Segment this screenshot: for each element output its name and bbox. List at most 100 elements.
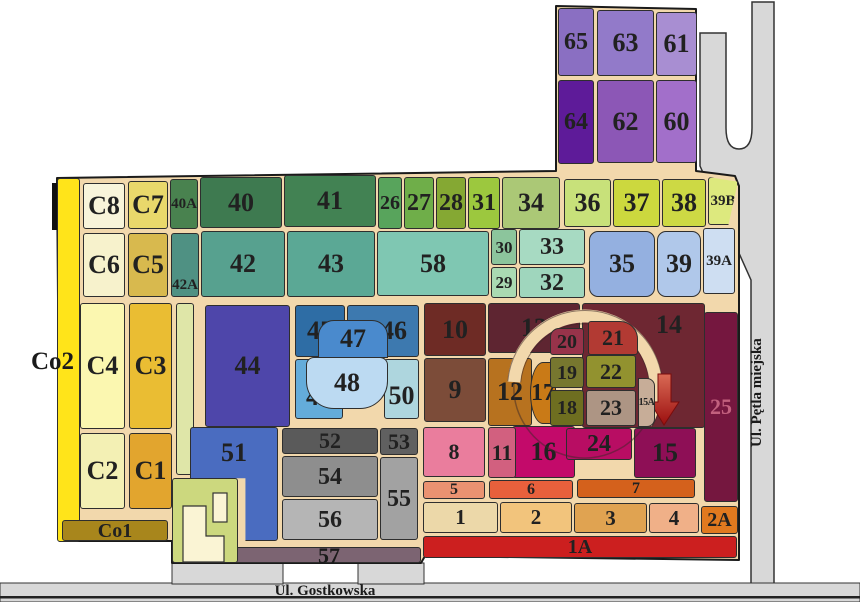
plot-label: 50 bbox=[388, 381, 415, 410]
plot-co1-bar: Co1 bbox=[62, 520, 168, 541]
plot-label: 37 bbox=[623, 188, 650, 217]
plot-label: 6 bbox=[527, 480, 535, 498]
boundary-tick bbox=[52, 183, 57, 230]
plot-label: 48 bbox=[334, 368, 360, 397]
plot-24: 24 bbox=[566, 428, 632, 460]
plot-label: 11 bbox=[491, 439, 513, 465]
plot-label: 33 bbox=[540, 234, 564, 260]
plot-label: 40 bbox=[228, 187, 254, 217]
plot-15a: 15A bbox=[638, 378, 655, 427]
plot-label: 36 bbox=[574, 188, 601, 217]
plot-label: 34 bbox=[518, 188, 544, 217]
plot-label: 15 bbox=[652, 438, 678, 467]
plot-48: 48 bbox=[306, 357, 388, 409]
plot-label: 54 bbox=[318, 463, 342, 490]
plot-6: 6 bbox=[489, 480, 573, 499]
plot-42a: 42A bbox=[171, 233, 199, 297]
plot-label: 55 bbox=[387, 485, 411, 512]
plot-c3: C3 bbox=[129, 303, 172, 429]
plot-label: 14 bbox=[656, 310, 682, 339]
plot-19: 19 bbox=[550, 357, 584, 388]
plot-28: 28 bbox=[436, 177, 466, 229]
plot-39a: 39A bbox=[703, 228, 735, 294]
plot-30: 30 bbox=[491, 229, 517, 265]
plot-38: 38 bbox=[662, 179, 706, 227]
plot-1: 1 bbox=[423, 502, 498, 533]
plot-63: 63 bbox=[597, 10, 654, 76]
plot-label: 47 bbox=[340, 324, 366, 353]
plot-5: 5 bbox=[423, 481, 485, 499]
plot-c4: C4 bbox=[80, 303, 125, 429]
right-street-label: Ul. Pętla miejska bbox=[749, 338, 765, 447]
plot-label: 5 bbox=[450, 481, 458, 498]
plot-44: 44 bbox=[205, 305, 290, 427]
direction-arrow bbox=[649, 373, 680, 426]
plot-label: 10 bbox=[442, 314, 468, 344]
plot-25: 25 bbox=[704, 312, 738, 502]
plot-10: 10 bbox=[424, 303, 486, 356]
plot-label: 61 bbox=[663, 29, 690, 58]
right-street-road bbox=[699, 1, 775, 585]
plot-label: 52 bbox=[319, 428, 341, 453]
plot-27: 27 bbox=[404, 177, 434, 229]
plot-35: 35 bbox=[589, 231, 655, 297]
plot-8: 8 bbox=[423, 427, 485, 477]
plot-label: 16 bbox=[530, 437, 557, 466]
plot-39: 39 bbox=[657, 231, 701, 297]
plot-54: 54 bbox=[282, 456, 378, 497]
building-annex bbox=[212, 492, 228, 523]
plot-label: 42 bbox=[230, 249, 256, 278]
plot-label: C5 bbox=[132, 250, 164, 279]
plot-22: 22 bbox=[586, 355, 636, 388]
plot-label: Co1 bbox=[97, 519, 133, 542]
plot-label: 60 bbox=[663, 106, 690, 136]
plot-4: 4 bbox=[649, 503, 699, 533]
plot-label: 2A bbox=[707, 509, 732, 531]
plot-43: 43 bbox=[287, 231, 375, 297]
plot-9: 9 bbox=[424, 358, 486, 422]
plot-label: 27 bbox=[407, 190, 431, 216]
plot-39b: 39B bbox=[708, 177, 738, 225]
plot-21: 21 bbox=[588, 321, 638, 355]
plot-53: 53 bbox=[380, 428, 418, 455]
plot-55: 55 bbox=[380, 457, 418, 540]
plot-label: 41 bbox=[317, 186, 343, 215]
plot-36: 36 bbox=[564, 179, 611, 227]
plot-label: 30 bbox=[495, 237, 513, 257]
ring-path-line bbox=[513, 381, 647, 459]
plot-label: 58 bbox=[420, 248, 446, 278]
plot-41: 41 bbox=[284, 175, 376, 227]
plot-62: 62 bbox=[597, 80, 654, 163]
plot-label: C7 bbox=[132, 190, 164, 219]
plot-label: 63 bbox=[612, 28, 639, 57]
plot-label: C6 bbox=[88, 250, 120, 279]
plot-label: 25 bbox=[710, 394, 732, 419]
plot-label: 56 bbox=[318, 506, 342, 533]
plot-c5: C5 bbox=[128, 233, 168, 297]
plot-c8: C8 bbox=[83, 183, 125, 229]
plot-label: 20 bbox=[557, 330, 577, 353]
plot-label: 62 bbox=[612, 106, 639, 136]
plot-60: 60 bbox=[656, 80, 697, 163]
bottom-street-label: Ul. Gostkowska bbox=[274, 583, 376, 599]
building-footprint bbox=[182, 505, 225, 563]
plot-label: 64 bbox=[564, 109, 588, 135]
plot-2: 2 bbox=[500, 502, 572, 533]
plot-40: 40 bbox=[200, 177, 282, 228]
plot-label: 51 bbox=[221, 438, 247, 467]
plot-c2: C2 bbox=[80, 433, 125, 509]
plot-label: 18 bbox=[557, 397, 577, 419]
plot-label: 40A bbox=[171, 195, 197, 212]
plot-29: 29 bbox=[491, 267, 517, 298]
plot-label: 21 bbox=[602, 325, 624, 350]
plot-label: 39B bbox=[710, 192, 736, 209]
plot-label: 53 bbox=[388, 428, 410, 454]
plot-label: 1A bbox=[567, 536, 593, 558]
plot-label: 38 bbox=[671, 188, 697, 217]
plot-label: 29 bbox=[495, 273, 513, 292]
plot-20: 20 bbox=[550, 328, 584, 355]
plot-label: 1 bbox=[455, 505, 466, 529]
plot-c7: C7 bbox=[128, 181, 168, 229]
plot-label: 3 bbox=[605, 505, 616, 530]
